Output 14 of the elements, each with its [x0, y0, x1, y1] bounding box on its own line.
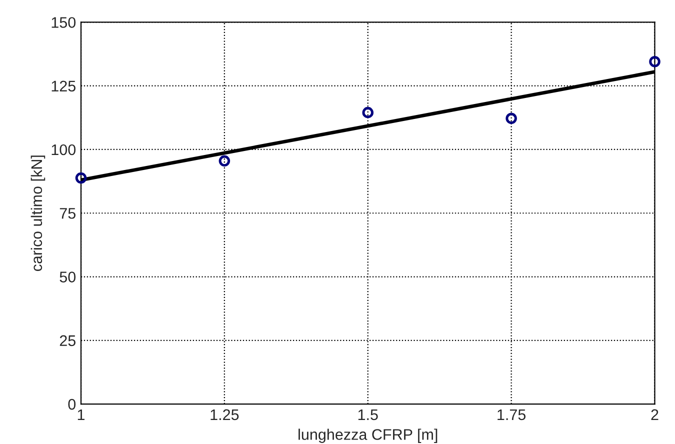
- y-tick-label: 100: [52, 144, 76, 156]
- x-tick-label: 1.25: [210, 409, 239, 420]
- y-tick-label: 50: [60, 272, 76, 282]
- y-axis-title: carico ultimo [kN]: [30, 156, 46, 272]
- y-tick-label: 25: [60, 335, 76, 346]
- y-tick-label: 0: [68, 398, 76, 410]
- x-tick-label: 1.75: [498, 409, 526, 420]
- x-tick-label: 2: [651, 409, 658, 420]
- y-tick-label: 125: [52, 80, 76, 92]
- y-tick-label: 75: [60, 208, 76, 219]
- x-axis-title: lunghezza CFRP [m]: [298, 428, 438, 443]
- x-tick-label: 1: [78, 409, 85, 420]
- x-tick-label: 1.5: [358, 409, 378, 420]
- y-tick-label: 150: [52, 17, 76, 28]
